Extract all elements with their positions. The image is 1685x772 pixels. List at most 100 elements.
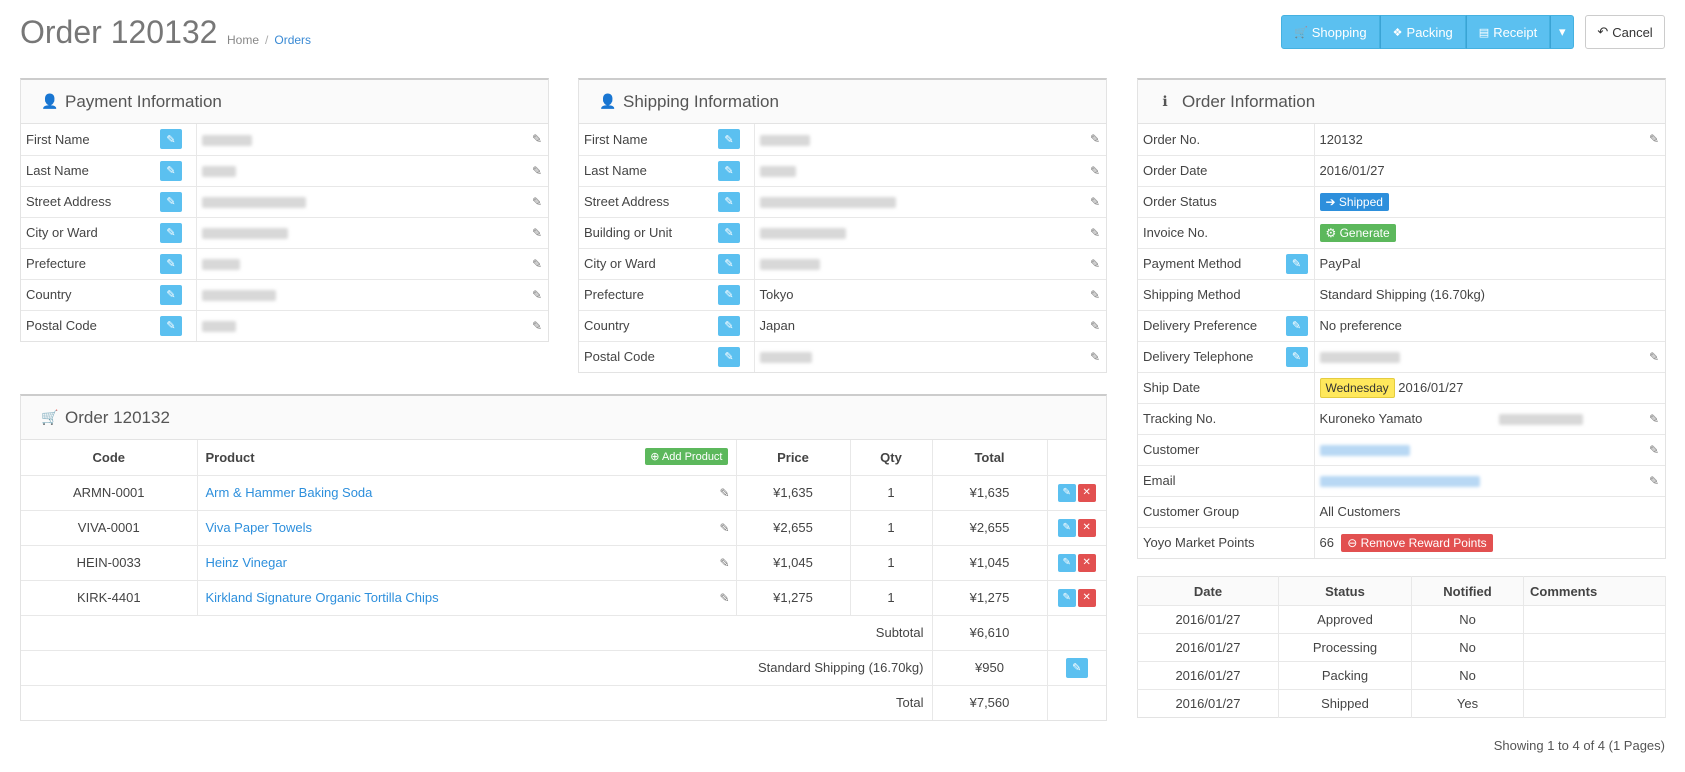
price-header: Price	[736, 440, 851, 476]
ship-date-label: Ship Date	[1138, 371, 1315, 403]
tracking-row: Tracking No. Kuroneko Yamato ✎	[1138, 402, 1665, 434]
minus-circle-icon: ⊖	[1347, 535, 1361, 550]
product-link[interactable]: Viva Paper Towels	[205, 520, 312, 535]
edit-product-button[interactable]: ✎	[1057, 588, 1076, 607]
generate-invoice-button[interactable]: ⚙ Generate	[1319, 223, 1396, 242]
edit-square-icon[interactable]: ✎	[531, 225, 542, 240]
qty-header: Qty	[850, 440, 933, 476]
payment-edit-cell: ✎	[160, 278, 197, 310]
edit-square-icon[interactable]: ✎	[1089, 163, 1100, 178]
product-link[interactable]: Heinz Vinegar	[205, 555, 287, 570]
redacted-email-link[interactable]	[1319, 476, 1480, 488]
edit-square-icon[interactable]: ✎	[531, 163, 542, 178]
shipping-edit-button[interactable]: ✎	[718, 346, 740, 367]
edit-payment-method-button[interactable]: ✎	[1285, 253, 1308, 274]
product-row: HEIN-0033 Heinz Vinegar ✎ ¥1,045 1 ¥1,045 ✎ ✕	[21, 544, 1106, 580]
order-date-label: Order Date	[1138, 154, 1315, 186]
payment-edit-button[interactable]: ✎	[160, 160, 182, 181]
edit-square-icon[interactable]: ✎	[1089, 225, 1100, 240]
shipping-edit-button[interactable]: ✎	[718, 129, 740, 150]
total-actions	[1047, 684, 1106, 720]
edit-square-icon[interactable]: ✎	[719, 590, 730, 605]
shipping-edit-button[interactable]: ✎	[718, 284, 740, 305]
payment-row: Country ✎ ✎	[21, 278, 548, 310]
shipping-edit-button[interactable]: ✎	[718, 160, 740, 181]
customer-label: Customer	[1138, 433, 1315, 465]
add-product-button[interactable]: ⊕ Add Product	[645, 448, 728, 465]
remove-product-button[interactable]: ✕	[1077, 553, 1096, 572]
edit-square-icon[interactable]: ✎	[719, 485, 730, 500]
edit-square-icon[interactable]: ✎	[719, 520, 730, 535]
redacted-customer-link[interactable]	[1319, 445, 1410, 457]
order-date-row: Order Date 2016/01/27	[1138, 154, 1665, 186]
payment-edit-cell: ✎	[160, 247, 197, 279]
payment-field-value: ✎	[196, 309, 548, 341]
grand-total-value: ¥7,560	[932, 684, 1048, 720]
subtotal-value: ¥6,610	[932, 614, 1048, 650]
payment-edit-button[interactable]: ✎	[160, 315, 182, 336]
shipping-edit-button[interactable]: ✎	[718, 222, 740, 243]
edit-square-icon[interactable]: ✎	[1089, 132, 1100, 147]
payment-edit-button[interactable]: ✎	[160, 253, 182, 274]
payment-edit-button[interactable]: ✎	[160, 129, 182, 150]
edit-square-icon[interactable]: ✎	[1648, 349, 1659, 364]
remove-product-button[interactable]: ✕	[1077, 588, 1096, 607]
status-badge[interactable]: ➔ Shipped	[1319, 192, 1389, 211]
edit-square-icon[interactable]: ✎	[1089, 287, 1100, 302]
product-link[interactable]: Kirkland Signature Organic Tortilla Chip…	[205, 590, 439, 605]
edit-product-button[interactable]: ✎	[1057, 553, 1076, 572]
edit-square-icon[interactable]: ✎	[719, 555, 730, 570]
history-date-header: Date	[1137, 576, 1279, 606]
payment-method-label: Payment Method ✎	[1138, 247, 1314, 279]
cancel-label: Cancel	[1612, 24, 1653, 40]
edit-square-icon[interactable]: ✎	[531, 132, 542, 147]
payment-edit-button[interactable]: ✎	[160, 284, 182, 305]
edit-delivery-preference-button[interactable]: ✎	[1285, 315, 1308, 336]
shipping-row: Last Name ✎ ✎	[579, 154, 1106, 186]
edit-square-icon[interactable]: ✎	[1648, 473, 1659, 488]
breadcrumb-home[interactable]: Home	[227, 33, 260, 47]
history-notified: No	[1411, 661, 1524, 690]
payment-edit-button[interactable]: ✎	[160, 222, 182, 243]
ship-date-row: Ship Date Wednesday 2016/01/27	[1138, 371, 1665, 403]
pencil-icon: ✎	[1062, 557, 1071, 569]
shipping-method-value: Standard Shipping (16.70kg)	[1314, 278, 1665, 310]
edit-product-button[interactable]: ✎	[1057, 483, 1076, 502]
redacted-value	[201, 321, 236, 333]
edit-square-icon[interactable]: ✎	[1648, 132, 1659, 147]
edit-square-icon[interactable]: ✎	[1648, 442, 1659, 457]
shopping-button[interactable]: 🛒 Shopping	[1281, 15, 1380, 49]
more-actions-dropdown[interactable]: ▾	[1550, 15, 1575, 49]
remove-reward-points-button[interactable]: ⊖ Remove Reward Points	[1341, 533, 1493, 552]
edit-square-icon[interactable]: ✎	[531, 287, 542, 302]
add-product-label: Add Product	[661, 451, 723, 463]
receipt-button[interactable]: ▤ Receipt	[1465, 15, 1551, 49]
delivery-preference-label-text: Delivery Preference	[1143, 318, 1258, 333]
breadcrumb-orders[interactable]: Orders	[274, 33, 312, 47]
edit-square-icon[interactable]: ✎	[1089, 318, 1100, 333]
payment-field-value: ✎	[196, 247, 548, 279]
cancel-button[interactable]: ↶ Cancel	[1585, 15, 1665, 49]
edit-square-icon[interactable]: ✎	[531, 256, 542, 271]
payment-edit-button[interactable]: ✎	[160, 191, 182, 212]
edit-square-icon[interactable]: ✎	[531, 194, 542, 209]
product-link[interactable]: Arm & Hammer Baking Soda	[205, 485, 373, 500]
shipping-row: Country ✎ Japan ✎	[579, 309, 1106, 341]
remove-product-button[interactable]: ✕	[1077, 483, 1096, 502]
close-icon: ✕	[1082, 557, 1091, 569]
edit-square-icon[interactable]: ✎	[1089, 349, 1100, 364]
shipping-edit-button[interactable]: ✎	[718, 191, 740, 212]
edit-square-icon[interactable]: ✎	[531, 318, 542, 333]
edit-square-icon[interactable]: ✎	[1089, 256, 1100, 271]
edit-product-button[interactable]: ✎	[1057, 518, 1076, 537]
edit-delivery-telephone-button[interactable]: ✎	[1285, 346, 1308, 367]
product-total: ¥2,655	[932, 509, 1048, 545]
edit-square-icon[interactable]: ✎	[1648, 411, 1659, 426]
edit-square-icon[interactable]: ✎	[1089, 194, 1100, 209]
packing-button[interactable]: ❖ Packing	[1379, 15, 1466, 49]
shipping-edit-button[interactable]: ✎	[718, 253, 740, 274]
edit-shipping-button[interactable]: ✎	[1065, 657, 1088, 678]
shipping-edit-button[interactable]: ✎	[718, 315, 740, 336]
product-row: ARMN-0001 Arm & Hammer Baking Soda ✎ ¥1,635…	[21, 474, 1106, 510]
remove-product-button[interactable]: ✕	[1077, 518, 1096, 537]
